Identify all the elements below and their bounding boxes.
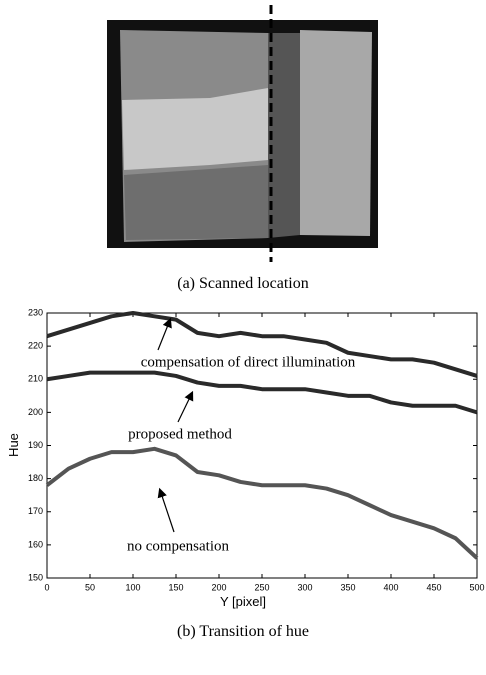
- scanned-image: [107, 5, 378, 262]
- x-tick-label: 500: [469, 582, 484, 592]
- y-tick-label: 180: [28, 473, 43, 483]
- x-tick-label: 150: [168, 582, 183, 592]
- x-tick-label: 350: [340, 582, 355, 592]
- y-axis-label: Hue: [6, 433, 21, 457]
- annotation-arrow: [157, 487, 175, 533]
- annotation: compensation of direct illumination: [141, 354, 356, 370]
- y-tick-label: 150: [28, 572, 43, 582]
- annotation: proposed method: [128, 426, 232, 442]
- series-line: [46, 311, 478, 378]
- y-tick-label: 190: [28, 440, 43, 450]
- y-tick-label: 200: [28, 407, 43, 417]
- x-tick-label: 400: [383, 582, 398, 592]
- x-tick-label: 200: [211, 582, 226, 592]
- y-tick-label: 170: [28, 506, 43, 516]
- x-tick-label: 250: [254, 582, 269, 592]
- caption-a: (a) Scanned location: [177, 275, 309, 292]
- annotation-arrow: [157, 317, 172, 351]
- series-line: [45, 446, 479, 560]
- y-tick-label: 210: [28, 374, 43, 384]
- x-tick-label: 0: [44, 582, 49, 592]
- x-tick-label: 50: [85, 582, 95, 592]
- annotation: no compensation: [127, 538, 230, 554]
- plot-frame: [46, 312, 478, 579]
- annotation-arrow: [177, 390, 194, 423]
- y-tick-label: 160: [28, 539, 43, 549]
- x-axis-label: Y [pixel]: [220, 594, 266, 609]
- y-tick-label: 230: [28, 307, 43, 317]
- caption-b: (b) Transition of hue: [177, 623, 309, 640]
- x-tick-label: 100: [125, 582, 140, 592]
- series-line: [46, 370, 478, 415]
- x-tick-label: 450: [426, 582, 441, 592]
- y-tick-label: 220: [28, 341, 43, 351]
- x-tick-label: 300: [297, 582, 312, 592]
